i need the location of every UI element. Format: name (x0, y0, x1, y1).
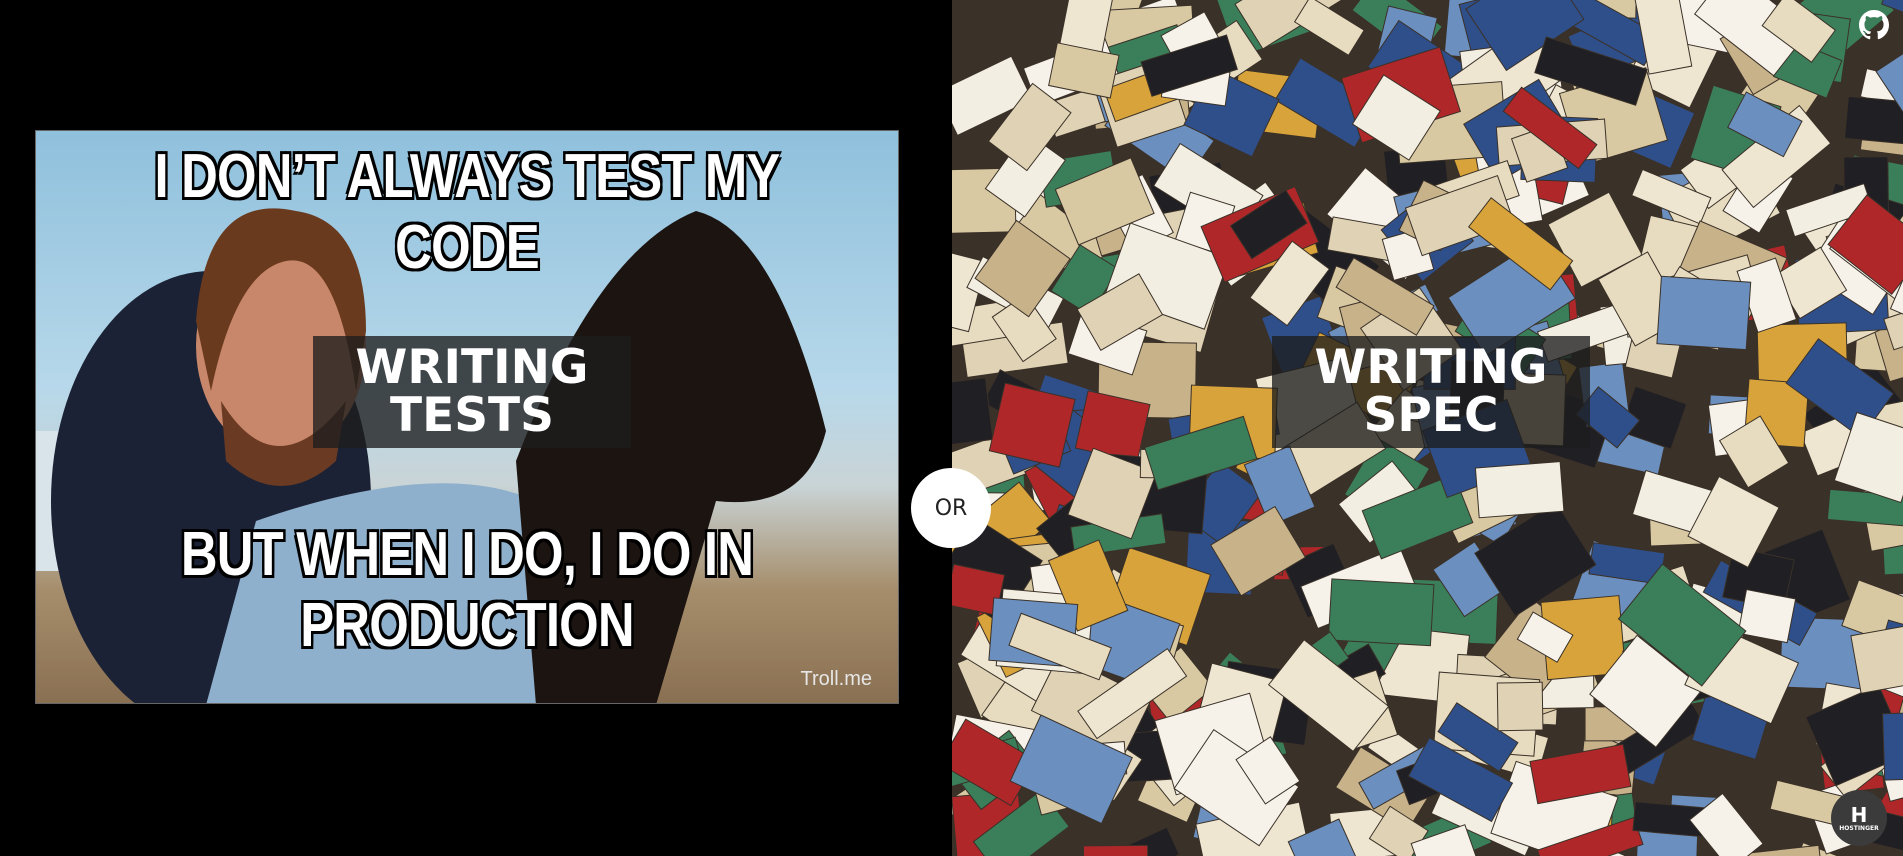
option-right[interactable]: WRITING SPEC (952, 0, 1903, 856)
book (988, 382, 1076, 468)
book (952, 250, 987, 333)
or-divider: OR (911, 468, 991, 548)
book (1335, 257, 1435, 336)
book (1529, 743, 1632, 805)
book (1287, 818, 1366, 856)
book (1833, 411, 1903, 504)
book (1054, 157, 1155, 246)
meme-scene (36, 208, 826, 703)
book (1718, 415, 1790, 489)
meme-image: I DON’T ALWAYS TEST MY CODE BUT WHEN I D… (35, 130, 899, 704)
book (1067, 447, 1158, 540)
book (1122, 826, 1180, 856)
book (1076, 273, 1164, 351)
book (1687, 475, 1780, 568)
book (1077, 647, 1188, 740)
book (1656, 275, 1752, 351)
book (1693, 0, 1810, 77)
book (1467, 197, 1574, 291)
book (1883, 290, 1903, 351)
books-image (952, 0, 1903, 856)
book (1404, 175, 1515, 257)
book (1785, 338, 1895, 439)
book (1351, 74, 1441, 161)
book (1243, 445, 1316, 527)
book (1293, 0, 1365, 56)
label-line: WRITING (1314, 340, 1548, 395)
book (1437, 702, 1519, 773)
book (952, 563, 1006, 616)
book (1009, 714, 1133, 825)
book (1474, 501, 1597, 617)
book (1827, 194, 1903, 296)
boots (516, 211, 826, 703)
book (1502, 86, 1598, 170)
book (1210, 505, 1307, 597)
book (1688, 792, 1764, 856)
option-left[interactable]: I DON’T ALWAYS TEST MY CODE BUT WHEN I D… (0, 0, 951, 856)
label-line: SPEC (1363, 388, 1499, 443)
hair (196, 208, 366, 391)
book (1761, 0, 1837, 63)
book (1249, 240, 1331, 327)
book (1048, 42, 1120, 99)
book (1727, 91, 1803, 158)
book (1850, 619, 1903, 694)
book (1889, 258, 1903, 344)
book (974, 219, 1071, 318)
label-line: TESTS (390, 388, 554, 443)
book (1229, 189, 1308, 260)
book (1050, 244, 1120, 316)
book (1082, 844, 1149, 856)
jeans (206, 483, 596, 703)
book (1875, 45, 1903, 132)
book (1327, 578, 1435, 647)
option-label: WRITING TESTS (313, 336, 631, 448)
option-label: WRITING SPEC (1272, 336, 1590, 448)
book (1496, 681, 1544, 732)
book (1843, 95, 1903, 147)
book (1267, 639, 1390, 753)
label-line: WRITING (355, 340, 589, 395)
book (1407, 737, 1514, 823)
badge-label: HOSTINGER (1839, 824, 1879, 832)
book (952, 377, 994, 449)
book (1410, 824, 1484, 856)
github-icon[interactable] (1859, 10, 1889, 40)
book (1737, 588, 1797, 644)
book (1516, 611, 1574, 663)
book (1140, 34, 1238, 97)
book (952, 55, 1033, 137)
book (1634, 0, 1693, 75)
book (1631, 168, 1712, 225)
badge-logo: H (1850, 802, 1868, 827)
book (1617, 563, 1747, 687)
book (987, 82, 1072, 172)
book (1589, 634, 1704, 748)
beard (221, 401, 346, 486)
meme-top-text: I DON’T ALWAYS TEST MY CODE (154, 142, 780, 282)
book (1361, 473, 1474, 560)
meme-bottom-text: BUT WHEN I DO, I DO IN PRODUCTION (180, 520, 754, 660)
book (1534, 36, 1648, 106)
book (1474, 461, 1565, 519)
book (1144, 415, 1258, 491)
watermark: Troll.me (800, 668, 872, 690)
hostinger-badge[interactable]: H HOSTINGER (1831, 790, 1887, 846)
book (991, 293, 1057, 363)
book (1882, 711, 1903, 781)
book (1008, 612, 1112, 681)
book (1235, 736, 1301, 805)
